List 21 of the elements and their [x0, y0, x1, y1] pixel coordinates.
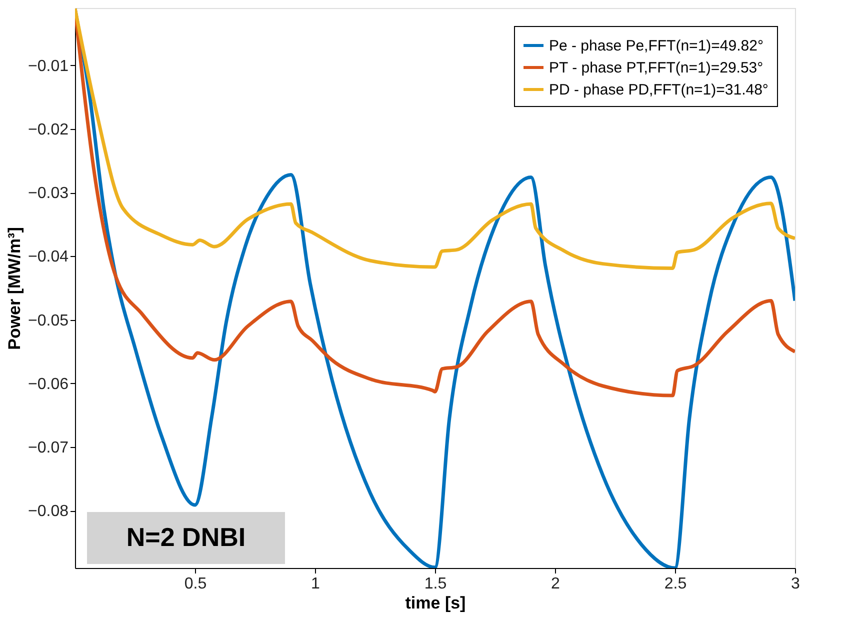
x-tick-label: 0.5	[184, 576, 207, 592]
line-series	[75, 8, 795, 270]
x-tick-label: 2.5	[664, 576, 687, 592]
x-tick-label: 2	[551, 576, 560, 592]
legend-label: PD - phase PD,FFT(n=1)=31.48°	[549, 82, 768, 98]
legend-label: Pe - phase Pe,FFT(n=1)=49.82°	[549, 38, 764, 54]
x-axis-title: time [s]	[405, 594, 466, 612]
legend-label: PT - phase PT,FFT(n=1)=29.53°	[549, 60, 764, 76]
y-axis-title: Power [MW/m³]	[5, 227, 24, 350]
x-tick-label: 1	[311, 576, 320, 592]
y-tick-label: −0.01	[28, 58, 69, 75]
y-tick-label: −0.04	[28, 248, 69, 266]
x-tick-label: 1.5	[424, 576, 447, 592]
y-tick-label: −0.05	[28, 312, 69, 330]
x-tick-label: 3	[791, 576, 800, 592]
y-tick-label: −0.08	[28, 503, 69, 520]
annotation: N=2 DNBI	[126, 522, 246, 552]
y-tick-label: −0.07	[28, 440, 69, 457]
y-tick-label: −0.06	[28, 376, 69, 393]
y-tick-label: −0.03	[28, 185, 69, 202]
y-tick-label: −0.02	[28, 121, 69, 138]
